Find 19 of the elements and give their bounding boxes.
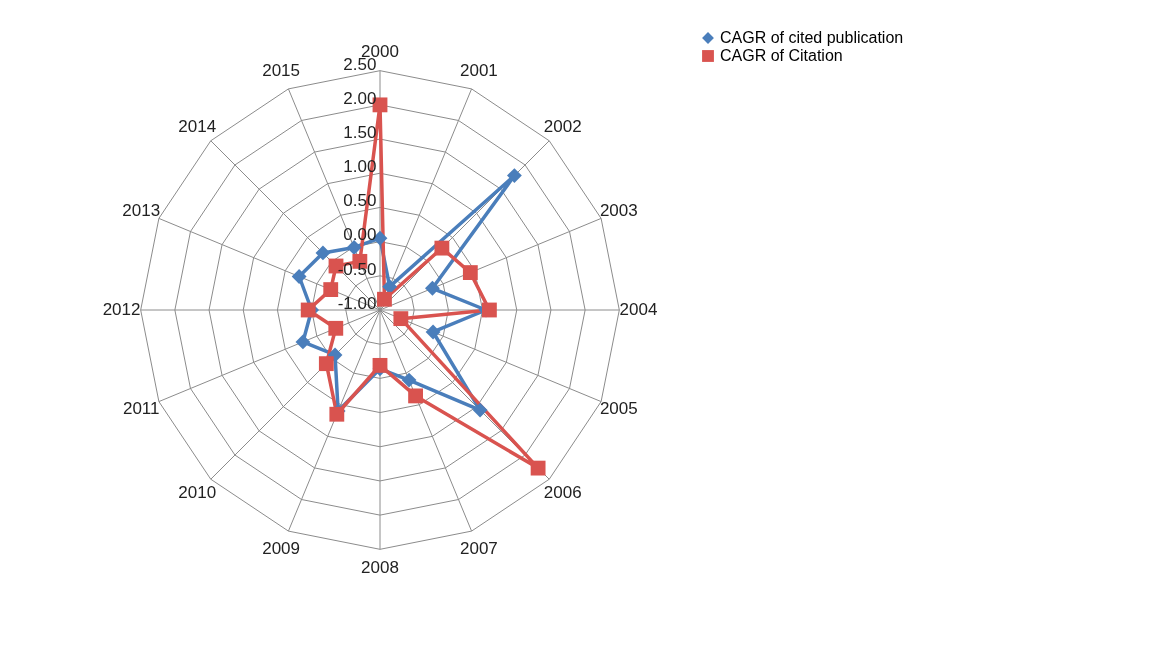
- spoke-label: 2001: [459, 61, 498, 81]
- legend-label: CAGR of cited publication: [720, 29, 904, 46]
- spoke-label: 2015: [262, 61, 301, 81]
- y-tick-label: 2.00: [343, 88, 377, 108]
- spoke-label: 2012: [102, 300, 141, 319]
- spoke-label: 2007: [459, 538, 498, 558]
- spoke-label: 2002: [543, 117, 582, 137]
- spoke-label: 2008: [361, 558, 399, 578]
- spoke-label: 2006: [543, 482, 582, 502]
- spoke-label: 2014: [178, 117, 217, 137]
- spoke-label: 2011: [122, 398, 160, 418]
- spoke-label: 2010: [178, 482, 217, 502]
- spoke-label: 2005: [599, 398, 638, 418]
- spoke-label: 2009: [262, 538, 301, 558]
- legend-label: CAGR of Citation: [720, 47, 843, 64]
- spoke-label: 2003: [599, 201, 638, 221]
- y-tick-label: -1.00: [337, 293, 377, 313]
- spoke-label: 2004: [619, 300, 658, 319]
- spoke-label: 2013: [122, 201, 161, 221]
